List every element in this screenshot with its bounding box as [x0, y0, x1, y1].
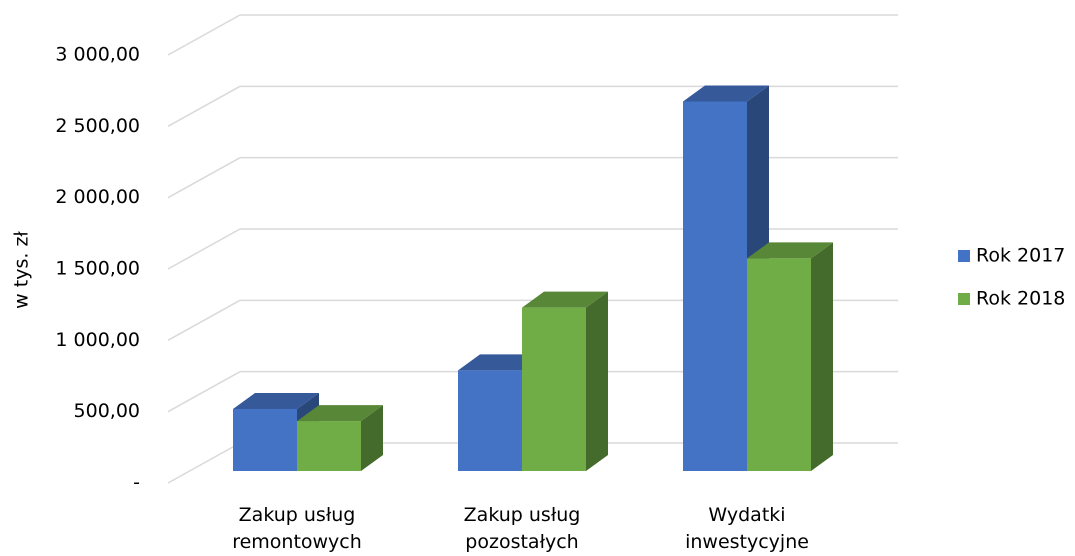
y-tick-label: 3 000,00: [55, 44, 140, 66]
y-tick-label: 2 500,00: [55, 115, 140, 137]
bar: [233, 408, 297, 471]
bar-side: [586, 291, 608, 471]
grid-line-floor: [167, 371, 241, 413]
bar-top: [683, 85, 769, 102]
grid-line-floor: [167, 157, 241, 199]
bar-top: [747, 242, 833, 259]
y-tick-label: 2 000,00: [55, 186, 140, 208]
y-tick-label: -: [133, 472, 140, 494]
grid-line-floor: [167, 14, 241, 56]
y-tick-label: 500,00: [74, 400, 140, 422]
bar-side: [811, 242, 833, 471]
y-axis-label: w tys. zł: [11, 231, 33, 309]
bar-top: [233, 392, 319, 409]
legend-label: Rok 2017: [976, 245, 1065, 267]
bar: [297, 421, 361, 471]
grid-line-floor: [167, 85, 241, 127]
grid-line-floor: [167, 299, 241, 341]
grid-line-floor: [167, 442, 241, 484]
y-tick-label: 1 500,00: [55, 258, 140, 280]
x-tick-label: Zakup usług remontowych: [232, 504, 362, 553]
grid-line-floor: [167, 228, 241, 270]
bar-top: [297, 405, 383, 422]
bar-side: [361, 405, 383, 471]
bar: [522, 307, 586, 471]
bar-top: [522, 291, 608, 308]
bar: [683, 101, 747, 471]
x-tick-label: Wydatki inwestycyjne: [685, 504, 809, 553]
legend-swatch: [958, 250, 970, 262]
bar: [458, 370, 522, 471]
x-tick-label: Zakup usług pozostałych: [463, 504, 581, 553]
legend-swatch: [958, 293, 970, 305]
legend-label: Rok 2018: [976, 288, 1065, 310]
bar: [747, 258, 811, 471]
y-tick-label: 1 000,00: [55, 329, 140, 351]
